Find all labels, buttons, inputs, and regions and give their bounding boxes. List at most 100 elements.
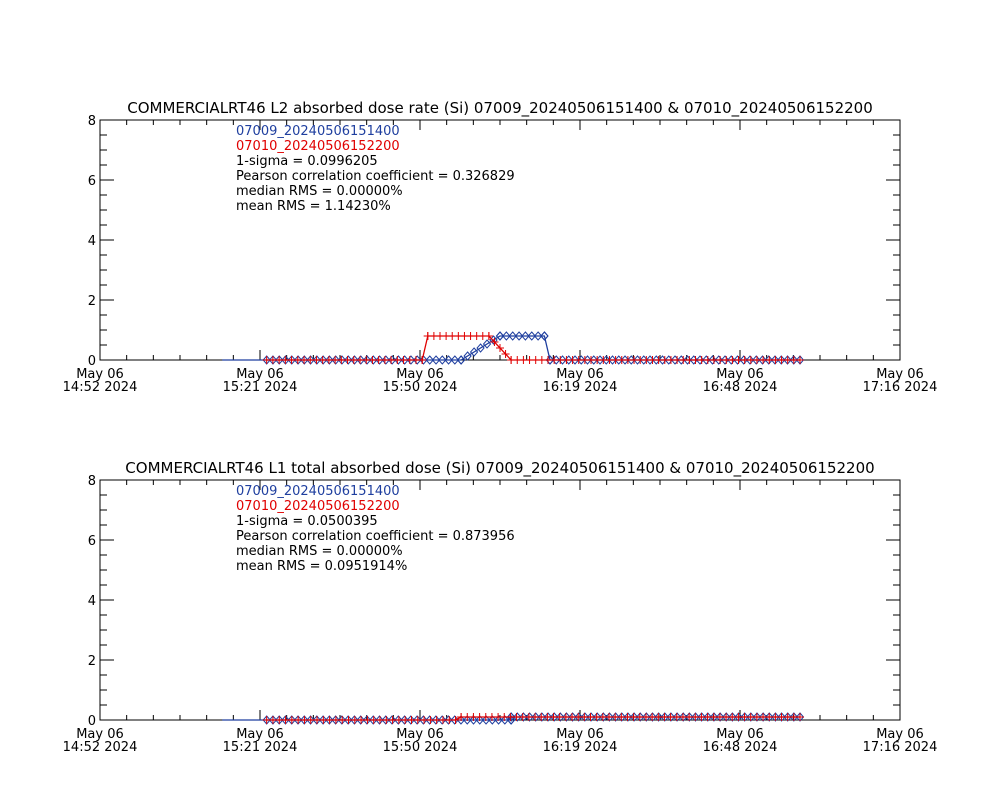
data-point-diamond: [568, 712, 577, 722]
x-tick-label-time: 16:19 2024: [543, 740, 618, 755]
data-point-plus: [418, 356, 427, 364]
data-point-diamond: [595, 355, 605, 365]
y-tick-label: 8: [88, 474, 96, 489]
y-tick-label: 6: [88, 174, 96, 189]
stats-text: Pearson correlation coefficient = 0.3268…: [236, 169, 515, 184]
data-point-diamond: [412, 715, 422, 725]
x-tick-label-time: 16:19 2024: [543, 380, 618, 395]
x-tick-label-time: 14:52 2024: [63, 380, 138, 395]
data-point-diamond: [406, 355, 416, 365]
data-point-diamond: [475, 715, 484, 725]
data-point-diamond: [387, 715, 397, 725]
data-point-diamond: [400, 715, 409, 725]
data-point-diamond: [537, 712, 547, 722]
data-point-diamond: [381, 355, 391, 365]
data-point-diamond: [752, 355, 761, 365]
y-tick-label: 6: [88, 534, 96, 549]
data-point-plus: [484, 332, 493, 340]
x-tick-label-date: May 06: [396, 367, 444, 382]
data-point-diamond: [727, 355, 736, 365]
legend-entry: 07009_20240506151400: [236, 484, 400, 499]
data-point-plus: [490, 338, 499, 346]
data-point-diamond: [506, 712, 516, 722]
data-point-diamond: [620, 355, 630, 365]
data-point-diamond: [508, 331, 517, 341]
data-point-diamond: [444, 355, 453, 365]
chart-panel: COMMERCIALRT46 L1 total absorbed dose (S…: [63, 459, 938, 755]
data-point-diamond: [549, 712, 559, 722]
chart-panel: COMMERCIALRT46 L2 absorbed dose rate (Si…: [63, 99, 938, 395]
x-tick-label-time: 15:21 2024: [223, 380, 298, 395]
data-point-diamond: [702, 355, 711, 365]
legend-entry: 07010_20240506152200: [236, 499, 400, 514]
stats-text: mean RMS = 1.14230%: [236, 199, 391, 214]
data-point-diamond: [394, 355, 403, 365]
y-tick-label: 0: [88, 714, 96, 729]
data-point-diamond: [337, 355, 347, 365]
data-point-diamond: [708, 355, 717, 365]
data-point-diamond: [369, 355, 378, 365]
x-tick-label-date: May 06: [236, 727, 284, 742]
data-point-plus: [496, 344, 504, 352]
data-point-diamond: [469, 715, 478, 725]
x-tick-label-date: May 06: [396, 727, 444, 742]
data-point-diamond: [495, 331, 505, 341]
x-tick-label-time: 17:16 2024: [863, 380, 938, 395]
x-tick-label-date: May 06: [556, 727, 604, 742]
data-point-diamond: [469, 347, 479, 357]
data-point-diamond: [574, 712, 583, 722]
stats-text: median RMS = 0.00000%: [236, 544, 403, 559]
x-tick-label-date: May 06: [876, 727, 924, 742]
x-tick-label-time: 16:48 2024: [703, 380, 778, 395]
data-point-diamond: [758, 355, 767, 365]
x-tick-label-date: May 06: [716, 727, 764, 742]
x-tick-label-time: 16:48 2024: [703, 740, 778, 755]
data-point-diamond: [431, 715, 441, 725]
y-tick-label: 4: [88, 594, 96, 609]
data-point-diamond: [720, 355, 730, 365]
data-point-diamond: [562, 712, 571, 722]
data-point-diamond: [387, 355, 397, 365]
data-point-diamond: [381, 715, 390, 725]
data-point-diamond: [431, 355, 441, 365]
data-point-diamond: [533, 331, 543, 341]
x-tick-label-date: May 06: [716, 367, 764, 382]
chart-title: COMMERCIALRT46 L1 total absorbed dose (S…: [125, 459, 874, 478]
data-point-diamond: [482, 339, 492, 349]
x-tick-label-time: 17:16 2024: [863, 740, 938, 755]
data-point-diamond: [419, 715, 428, 725]
y-tick-label: 2: [88, 654, 96, 669]
data-point-diamond: [344, 355, 353, 365]
x-tick-label-time: 15:21 2024: [223, 740, 298, 755]
data-point-diamond: [764, 355, 773, 365]
data-point-diamond: [463, 351, 472, 361]
stats-text: median RMS = 0.00000%: [236, 184, 403, 199]
data-point-diamond: [733, 355, 742, 365]
data-point-diamond: [444, 715, 453, 725]
data-point-diamond: [527, 331, 536, 341]
data-point-diamond: [362, 355, 372, 365]
chart-title: COMMERCIALRT46 L2 absorbed dose rate (Si…: [127, 99, 873, 118]
data-point-diamond: [375, 715, 384, 725]
legend-entry: 07010_20240506152200: [236, 139, 400, 154]
data-point-diamond: [521, 331, 530, 341]
x-tick-label-time: 14:52 2024: [63, 740, 138, 755]
data-point-diamond: [525, 712, 534, 722]
stats-text: mean RMS = 0.0951914%: [236, 559, 407, 574]
x-tick-label-date: May 06: [76, 367, 124, 382]
data-point-diamond: [714, 355, 723, 365]
data-point-diamond: [502, 331, 511, 341]
data-point-diamond: [519, 712, 528, 722]
data-point-diamond: [543, 712, 553, 722]
x-tick-label-date: May 06: [236, 367, 284, 382]
y-tick-label: 4: [88, 234, 96, 249]
x-tick-label-date: May 06: [76, 727, 124, 742]
data-point-diamond: [513, 712, 522, 722]
data-point-diamond: [425, 355, 434, 365]
data-point-plus: [451, 716, 460, 724]
data-point-diamond: [463, 715, 472, 725]
data-point-diamond: [614, 355, 623, 365]
data-point-diamond: [531, 712, 540, 722]
y-tick-label: 0: [88, 354, 96, 369]
